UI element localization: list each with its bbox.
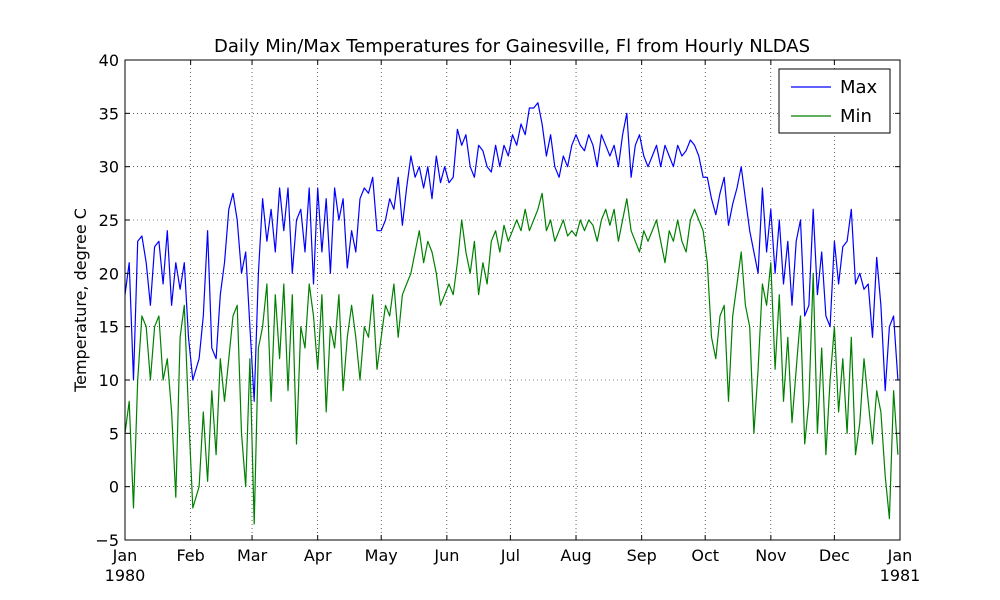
y-tick-label: 5 (109, 424, 119, 443)
y-tick-label: −5 (95, 531, 119, 550)
y-axis-label: Temperature, degree C (71, 208, 90, 393)
y-tick-label: 25 (99, 211, 119, 230)
y-tick-label: 0 (109, 478, 119, 497)
series-line-max (124, 102, 899, 402)
x-tick-label: Feb (176, 546, 204, 565)
plot-frame (124, 59, 901, 541)
x-tick-year-label: 1981 (880, 566, 921, 585)
x-tick-label: Mar (237, 546, 268, 565)
x-tick-label: Jan (112, 546, 138, 565)
x-tick-label: Jan (887, 546, 913, 565)
legend-box (778, 68, 891, 134)
x-tick-label: Sep (627, 546, 657, 565)
y-tick-label: 20 (99, 264, 119, 283)
x-tick-year-label: 1980 (105, 566, 146, 585)
x-tick-label: Nov (755, 546, 786, 565)
x-tick-label: Oct (691, 546, 719, 565)
chart-title: Daily Min/Max Temperatures for Gainesvil… (214, 36, 810, 57)
y-tick-label: 10 (99, 371, 119, 390)
x-tick-label: Jul (500, 546, 520, 565)
x-tick-label: Apr (304, 546, 332, 565)
x-tick-label: Dec (819, 546, 850, 565)
x-tick-label: Aug (560, 546, 591, 565)
x-tick-label: Jun (433, 546, 459, 565)
legend-label-max: Max (840, 77, 878, 98)
y-tick-label: 15 (99, 318, 119, 337)
y-axis: −5 0 5 10 15 20 25 30 35 40 (95, 51, 900, 550)
legend-label-min: Min (840, 106, 872, 127)
series-layer (124, 102, 899, 525)
series-line-min (124, 192, 899, 525)
y-tick-label: 30 (99, 158, 119, 177)
y-tick-label: 40 (99, 51, 119, 70)
y-tick-label: 35 (99, 104, 119, 123)
legend: Max Min (778, 68, 891, 134)
x-tick-label: May (365, 546, 398, 565)
